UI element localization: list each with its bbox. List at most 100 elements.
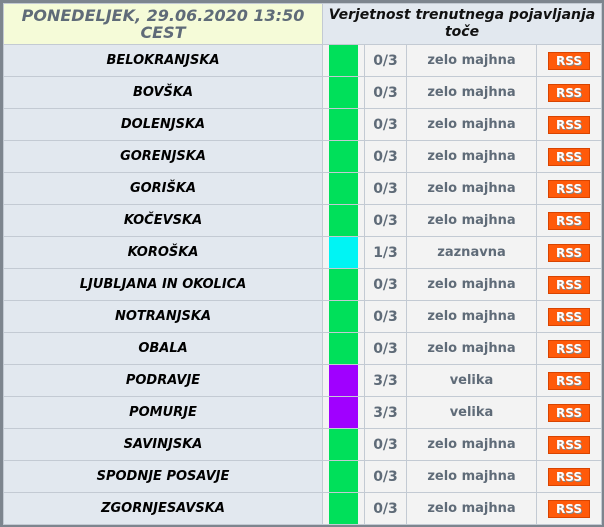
- level-color-cell: [322, 364, 365, 397]
- level-score: 0/3: [364, 172, 407, 205]
- level-color-cell: [322, 428, 365, 461]
- region-name: SAVINJSKA: [3, 428, 323, 461]
- level-description: zelo majhna: [406, 44, 537, 77]
- level-score: 0/3: [364, 428, 407, 461]
- rss-cell: RSS: [535, 396, 603, 429]
- level-color-cell: [322, 204, 365, 237]
- level-swatch: [329, 397, 358, 428]
- rss-cell: RSS: [535, 492, 603, 525]
- level-color-cell: [322, 44, 365, 77]
- table-row: POMURJE 3/3 velika RSS: [3, 396, 603, 429]
- rss-cell: RSS: [535, 44, 603, 77]
- level-score: 0/3: [364, 268, 407, 301]
- rss-button[interactable]: RSS: [548, 51, 591, 70]
- level-description: zelo majhna: [406, 460, 537, 493]
- level-score: 0/3: [364, 300, 407, 333]
- level-swatch: [329, 141, 358, 172]
- table-row: PODRAVJE 3/3 velika RSS: [3, 364, 603, 397]
- level-swatch: [329, 269, 358, 300]
- rss-button[interactable]: RSS: [548, 339, 591, 358]
- rss-cell: RSS: [535, 460, 603, 493]
- level-color-cell: [322, 492, 365, 525]
- table-row: BOVŠKA 0/3 zelo majhna RSS: [3, 76, 603, 109]
- level-description: velika: [406, 396, 537, 429]
- region-name: OBALA: [3, 332, 323, 365]
- level-description: zelo majhna: [406, 492, 537, 525]
- level-swatch: [329, 77, 358, 108]
- table-row: KOROŠKA 1/3 zaznavna RSS: [3, 236, 603, 269]
- level-swatch: [329, 301, 358, 332]
- level-score: 0/3: [364, 108, 407, 141]
- level-description: zelo majhna: [406, 428, 537, 461]
- table-row: NOTRANJSKA 0/3 zelo majhna RSS: [3, 300, 603, 333]
- level-score: 0/3: [364, 492, 407, 525]
- region-name: BELOKRANJSKA: [3, 44, 323, 77]
- level-score: 0/3: [364, 332, 407, 365]
- level-swatch: [329, 429, 358, 460]
- level-description: zelo majhna: [406, 268, 537, 301]
- region-name: NOTRANJSKA: [3, 300, 323, 333]
- region-name: GORENJSKA: [3, 140, 323, 173]
- level-color-cell: [322, 396, 365, 429]
- rss-button[interactable]: RSS: [548, 371, 591, 390]
- table-row: OBALA 0/3 zelo majhna RSS: [3, 332, 603, 365]
- rss-cell: RSS: [535, 236, 603, 269]
- level-color-cell: [322, 300, 365, 333]
- rss-cell: RSS: [535, 332, 603, 365]
- level-color-cell: [322, 76, 365, 109]
- rss-button[interactable]: RSS: [548, 499, 591, 518]
- rss-cell: RSS: [535, 140, 603, 173]
- region-name: PODRAVJE: [3, 364, 323, 397]
- level-swatch: [329, 365, 358, 396]
- level-description: zaznavna: [406, 236, 537, 269]
- rss-button[interactable]: RSS: [548, 403, 591, 422]
- level-description: zelo majhna: [406, 172, 537, 205]
- rss-cell: RSS: [535, 428, 603, 461]
- level-swatch: [329, 45, 358, 76]
- region-name: GORIŠKA: [3, 172, 323, 205]
- level-score: 0/3: [364, 44, 407, 77]
- region-name: ZGORNJESAVSKA: [3, 492, 323, 525]
- level-score: 3/3: [364, 396, 407, 429]
- table-row: BELOKRANJSKA 0/3 zelo majhna RSS: [3, 44, 603, 77]
- rss-button[interactable]: RSS: [548, 467, 591, 486]
- rss-cell: RSS: [535, 204, 603, 237]
- level-description: zelo majhna: [406, 140, 537, 173]
- level-description: zelo majhna: [406, 76, 537, 109]
- rss-button[interactable]: RSS: [548, 83, 591, 102]
- table-title: Verjetnost trenutnega pojavljanja toče: [321, 3, 603, 45]
- rss-cell: RSS: [535, 300, 603, 333]
- rss-button[interactable]: RSS: [548, 307, 591, 326]
- rss-button[interactable]: RSS: [548, 243, 591, 262]
- region-name: SPODNJE POSAVJE: [3, 460, 323, 493]
- level-score: 0/3: [364, 204, 407, 237]
- level-swatch: [329, 461, 358, 492]
- level-color-cell: [322, 108, 365, 141]
- level-color-cell: [322, 140, 365, 173]
- level-swatch: [329, 173, 358, 204]
- rss-button[interactable]: RSS: [548, 435, 591, 454]
- level-score: 0/3: [364, 460, 407, 493]
- region-name: KOČEVSKA: [3, 204, 323, 237]
- level-swatch: [329, 237, 358, 268]
- rss-button[interactable]: RSS: [548, 211, 591, 230]
- rss-button[interactable]: RSS: [548, 179, 591, 198]
- table-row: SPODNJE POSAVJE 0/3 zelo majhna RSS: [3, 460, 603, 493]
- level-score: 0/3: [364, 76, 407, 109]
- level-score: 0/3: [364, 140, 407, 173]
- rss-button[interactable]: RSS: [548, 275, 591, 294]
- table-row: SAVINJSKA 0/3 zelo majhna RSS: [3, 428, 603, 461]
- level-description: zelo majhna: [406, 204, 537, 237]
- region-name: BOVŠKA: [3, 76, 323, 109]
- level-score: 1/3: [364, 236, 407, 269]
- date-heading: PONEDELJEK, 29.06.2020 13:50 CEST: [3, 3, 323, 45]
- level-description: zelo majhna: [406, 300, 537, 333]
- level-swatch: [329, 109, 358, 140]
- rss-cell: RSS: [535, 76, 603, 109]
- table-row: GORENJSKA 0/3 zelo majhna RSS: [3, 140, 603, 173]
- rss-button[interactable]: RSS: [548, 115, 591, 134]
- rss-cell: RSS: [535, 268, 603, 301]
- header-row: PONEDELJEK, 29.06.2020 13:50 CEST Verjet…: [3, 3, 603, 45]
- region-name: POMURJE: [3, 396, 323, 429]
- rss-button[interactable]: RSS: [548, 147, 591, 166]
